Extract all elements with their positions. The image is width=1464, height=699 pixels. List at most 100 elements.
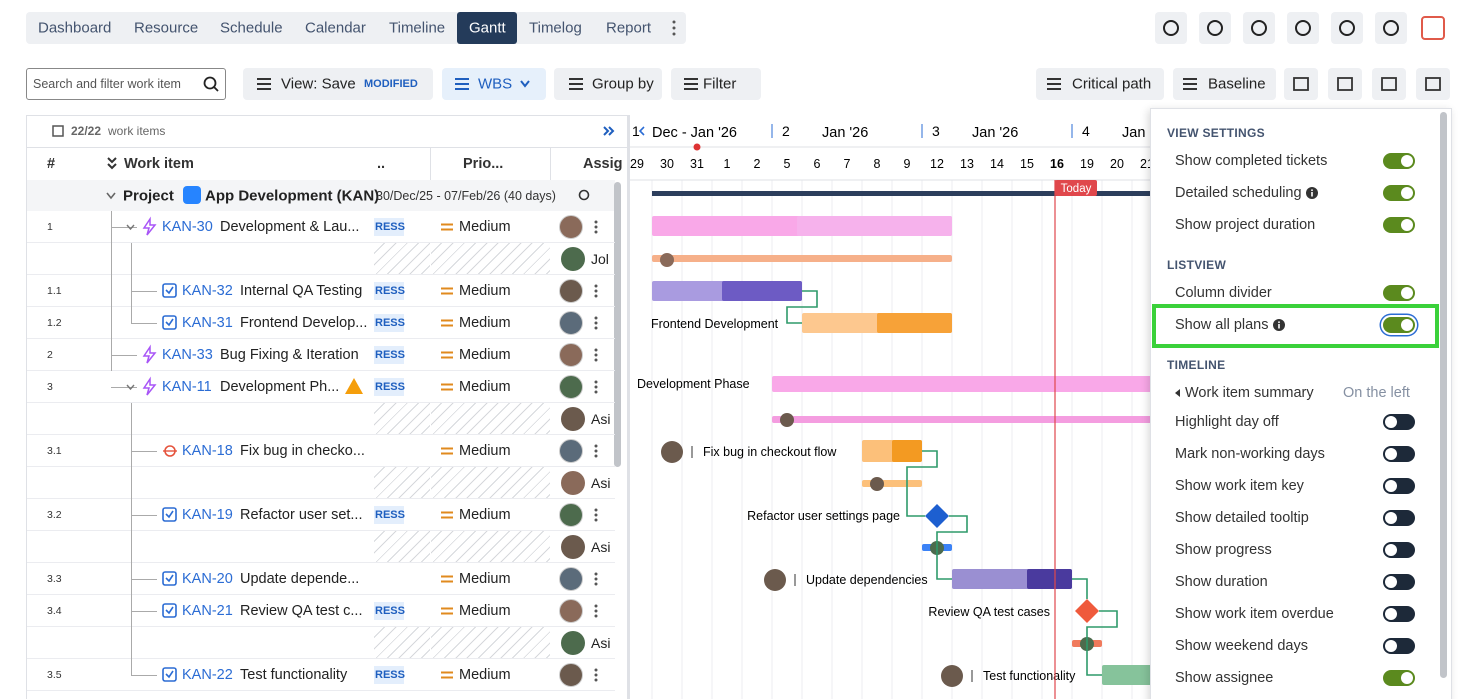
status: RESS <box>375 221 405 233</box>
expand-chevron[interactable] <box>126 224 135 231</box>
row-divider <box>27 402 615 403</box>
row-menu[interactable] <box>594 348 598 362</box>
top-icon[interactable] <box>1207 20 1223 36</box>
project-chevron[interactable] <box>106 192 116 200</box>
row-menu-part <box>594 348 598 352</box>
issue-key[interactable]: KAN-11 <box>162 379 212 395</box>
row-menu[interactable] <box>594 508 598 522</box>
tab[interactable]: Gantt <box>469 19 506 37</box>
row-menu-part <box>594 604 598 608</box>
issue-key[interactable]: KAN-30 <box>162 219 213 235</box>
avatar <box>559 663 583 687</box>
top-icon-button[interactable] <box>1155 12 1187 44</box>
calendar-app-icon[interactable] <box>1421 16 1445 40</box>
project-refresh[interactable] <box>578 189 590 201</box>
hatched-cell <box>431 531 550 562</box>
row-menu[interactable] <box>594 316 598 330</box>
dependency-line <box>786 290 818 324</box>
toggle[interactable] <box>1383 317 1415 333</box>
top-icon-button[interactable] <box>1287 12 1319 44</box>
issue-key[interactable]: KAN-22 <box>182 667 233 683</box>
toggle[interactable] <box>1383 217 1415 233</box>
expand-chevron[interactable] <box>126 384 135 391</box>
search-box[interactable] <box>26 68 226 100</box>
tab[interactable]: Resource <box>134 19 199 37</box>
tab[interactable]: Report <box>606 19 652 37</box>
issue-title[interactable]: Frontend Develop... <box>240 315 368 331</box>
tab[interactable]: Timelog <box>529 19 582 37</box>
top-icon-button[interactable] <box>1199 12 1231 44</box>
toolbar-button[interactable] <box>1328 68 1362 100</box>
tab[interactable]: Dashboard <box>38 19 112 37</box>
issue-title[interactable]: Test functionality <box>240 667 348 683</box>
toggle[interactable] <box>1383 285 1415 301</box>
issue-title[interactable]: Review QA test c... <box>240 603 363 619</box>
project-duration-bar <box>652 191 1152 196</box>
top-icon-part <box>1295 20 1311 36</box>
top-icon[interactable] <box>1383 20 1399 36</box>
issue-key[interactable]: KAN-21 <box>182 603 233 619</box>
setting-value[interactable]: On the left <box>1343 385 1410 401</box>
issue-title[interactable]: Fix bug in checko... <box>240 443 365 459</box>
top-icon[interactable] <box>1163 20 1179 36</box>
issue-key[interactable]: KAN-32 <box>182 283 233 299</box>
row-menu[interactable] <box>594 668 598 682</box>
top-icon-button[interactable] <box>1243 12 1275 44</box>
row-menu[interactable] <box>594 284 598 298</box>
toolbar-button[interactable] <box>1416 68 1450 100</box>
toggle[interactable] <box>1383 510 1415 526</box>
toggle[interactable] <box>1383 185 1415 201</box>
toggle[interactable] <box>1383 542 1415 558</box>
row-menu-part <box>594 230 598 234</box>
issue-title[interactable]: Development & Lau... <box>220 219 360 235</box>
tree-line <box>111 355 137 356</box>
tab[interactable]: Timeline <box>389 19 446 37</box>
tab[interactable]: Schedule <box>220 19 283 37</box>
issue-key[interactable]: KAN-33 <box>162 347 213 363</box>
toolbar-button[interactable] <box>1284 68 1318 100</box>
issue-title[interactable]: Bug Fixing & Iteration <box>220 347 359 363</box>
issue-title[interactable]: Update depende... <box>240 571 360 587</box>
toggle[interactable] <box>1383 478 1415 494</box>
setting-label: Show all plans <box>1175 317 1269 333</box>
row-menu-part <box>594 678 598 682</box>
week-number: 3 <box>932 123 940 139</box>
row-menu[interactable] <box>594 444 598 458</box>
tab[interactable]: Calendar <box>305 19 366 37</box>
row-menu[interactable] <box>594 220 598 234</box>
week-label: Jan <box>1122 125 1145 141</box>
top-icon[interactable] <box>1295 20 1311 36</box>
issue-key[interactable]: KAN-31 <box>182 315 233 331</box>
summary-caret[interactable] <box>1175 389 1180 397</box>
issue-title[interactable]: Internal QA Testing <box>240 283 363 299</box>
issue-key[interactable]: KAN-18 <box>182 443 233 459</box>
expand-all[interactable] <box>107 157 117 171</box>
top-icon[interactable] <box>1251 20 1267 36</box>
toggle[interactable] <box>1383 414 1415 430</box>
issue-key[interactable]: KAN-19 <box>182 507 233 523</box>
row-menu[interactable] <box>594 604 598 618</box>
toggle[interactable] <box>1383 153 1415 169</box>
issue-title[interactable]: Development Ph... <box>220 379 340 395</box>
more-tabs[interactable] <box>672 20 676 36</box>
row-menu[interactable] <box>594 380 598 394</box>
toggle[interactable] <box>1383 574 1415 590</box>
toggle[interactable] <box>1383 638 1415 654</box>
toolbar-button[interactable] <box>243 68 433 100</box>
issue-title[interactable]: Refactor user set... <box>240 507 363 523</box>
toggle[interactable] <box>1383 670 1415 686</box>
collapse-list[interactable] <box>603 126 615 136</box>
toggle[interactable] <box>1383 606 1415 622</box>
top-icon-button[interactable] <box>1331 12 1363 44</box>
toolbar-button[interactable] <box>1372 68 1406 100</box>
row-menu[interactable] <box>594 572 598 586</box>
toggle[interactable] <box>1383 446 1415 462</box>
issue-key[interactable]: KAN-20 <box>182 571 233 587</box>
bar-label: Refactor user settings page <box>747 509 900 523</box>
top-icon[interactable] <box>1339 20 1355 36</box>
row-divider <box>27 306 615 307</box>
issue-type-icon-part <box>142 344 157 364</box>
top-icon-button[interactable] <box>1375 12 1407 44</box>
bar-avatar <box>660 253 674 267</box>
row-divider <box>27 530 615 531</box>
